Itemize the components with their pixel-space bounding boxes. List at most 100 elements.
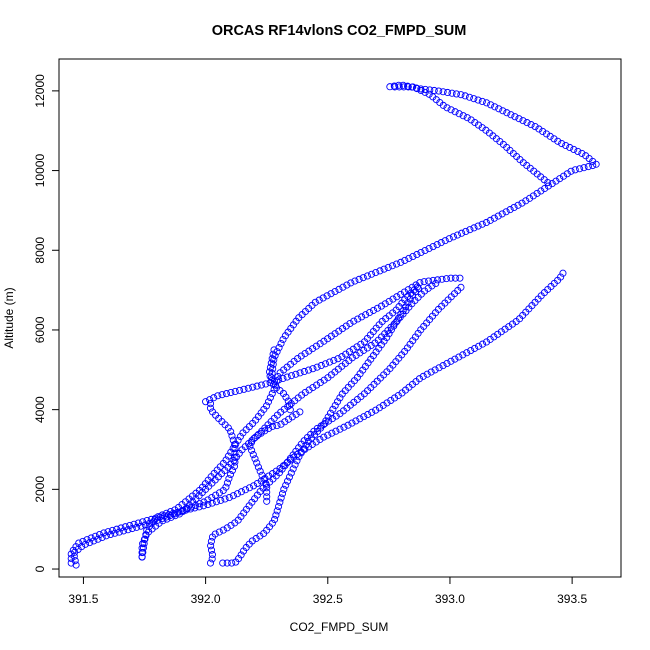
data-point: [231, 444, 239, 453]
data-point: [420, 278, 428, 286]
data-point: [357, 340, 365, 348]
data-point: [285, 415, 293, 423]
data-point: [316, 435, 324, 444]
data-point: [320, 376, 328, 384]
data-point: [438, 275, 446, 283]
data-point: [312, 342, 320, 350]
data-point: [273, 348, 281, 356]
data-point: [338, 325, 347, 333]
data-point: [305, 366, 313, 374]
data-point: [576, 165, 584, 173]
data-point: [222, 390, 231, 398]
data-point: [342, 322, 350, 330]
data-point: [417, 248, 425, 257]
data-point: [301, 349, 309, 358]
data-point: [171, 512, 179, 520]
data-point: [505, 323, 513, 331]
data-point: [279, 374, 287, 383]
data-point: [353, 343, 361, 351]
data-point: [143, 526, 151, 534]
plot-frame: [58, 58, 622, 578]
data-point: [474, 96, 482, 104]
data-point: [150, 518, 158, 526]
data-point: [455, 353, 463, 361]
data-point: [309, 345, 317, 353]
data-point: [352, 417, 360, 425]
data-point: [428, 282, 436, 290]
data-point: [429, 243, 437, 251]
data-point: [447, 357, 455, 365]
data-point: [383, 399, 391, 407]
data-point: [431, 366, 439, 374]
data-point: [323, 292, 331, 300]
data-point: [219, 559, 227, 567]
data-point: [421, 88, 429, 96]
data-point: [293, 457, 301, 465]
data-point: [474, 121, 483, 129]
data-point: [270, 356, 278, 364]
data-point: [276, 498, 284, 506]
data-point: [457, 283, 465, 291]
data-point: [268, 390, 276, 398]
data-point: [208, 551, 216, 559]
data-point: [319, 294, 327, 302]
data-point: [115, 528, 123, 536]
data-point: [394, 391, 402, 400]
data-point: [223, 479, 231, 487]
data-point: [253, 432, 261, 440]
data-point: [225, 493, 233, 502]
y-axis-label: Altitude (m): [2, 287, 16, 348]
data-point: [226, 470, 235, 479]
data-point: [167, 513, 175, 521]
x-tick-label: 393.0: [435, 592, 465, 606]
data-point: [285, 401, 293, 409]
data-point: [404, 83, 412, 91]
data-point: [273, 422, 281, 430]
data-point: [268, 369, 276, 377]
data-point: [327, 290, 335, 298]
data-point: [328, 429, 336, 437]
data-point: [320, 433, 328, 441]
data-point: [137, 522, 145, 530]
data-point: [360, 346, 368, 354]
data-point: [248, 446, 256, 454]
data-point: [257, 381, 265, 389]
data-point: [233, 490, 241, 498]
data-point: [94, 535, 102, 543]
data-point: [268, 374, 276, 382]
data-point: [439, 88, 447, 96]
data-point: [413, 85, 421, 93]
data-point: [86, 539, 94, 547]
data-point: [262, 479, 270, 488]
data-point: [533, 189, 541, 197]
data-point: [392, 318, 400, 326]
data-point: [256, 532, 264, 540]
data-point: [302, 441, 310, 449]
data-point: [98, 533, 106, 542]
data-point: [107, 530, 115, 538]
data-point: [424, 284, 432, 292]
data-point: [200, 498, 208, 506]
data-point: [451, 355, 459, 363]
x-tick-label: 392.5: [313, 592, 343, 606]
data-point: [461, 92, 469, 100]
data-point: [234, 436, 242, 444]
data-point: [251, 455, 259, 463]
data-point: [269, 360, 277, 368]
data-point: [163, 515, 171, 523]
data-point: [556, 175, 564, 183]
data-point: [301, 388, 309, 396]
data-point: [354, 315, 362, 323]
data-point: [557, 273, 565, 281]
data-point: [399, 307, 407, 315]
data-point: [467, 347, 475, 355]
data-point: [235, 555, 243, 563]
data-point: [219, 526, 227, 534]
data-point: [404, 82, 412, 90]
data-point: [263, 493, 271, 501]
data-point: [448, 89, 456, 97]
data-point: [212, 491, 220, 499]
data-point: [111, 529, 119, 537]
data-point: [282, 481, 290, 489]
data-point: [362, 311, 370, 319]
